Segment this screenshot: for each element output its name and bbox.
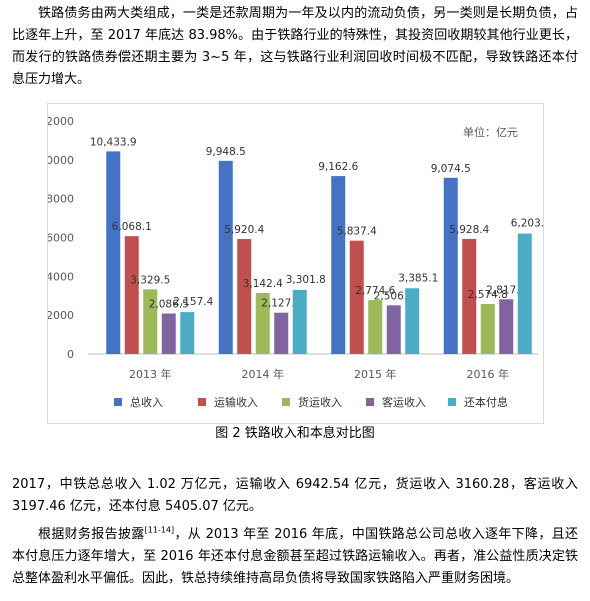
data-label: 3,301.8 (286, 274, 326, 286)
intro-paragraph: 铁路债务由两大类组成，一类是还款周期为一年及以内的流动负债，另一类则是长期负债，… (12, 6, 578, 87)
data-label: 3,329.5 (130, 274, 170, 286)
bar-4 (499, 299, 514, 354)
data-label: 2,086.5 (149, 298, 189, 310)
data-label: 2,506.3 (374, 290, 414, 302)
data-label: 2,574.8 (468, 289, 508, 301)
y-tick-label: 2000 (48, 309, 74, 322)
analysis-text-start: 根据财务报告披露 (38, 527, 145, 542)
bar-3 (255, 292, 270, 354)
data-label: 2,774.6 (355, 285, 395, 297)
bar-2 (349, 240, 364, 354)
data-label: 9,074.5 (431, 163, 471, 175)
bar-2 (124, 236, 139, 354)
y-tick-label: 4000 (48, 270, 74, 283)
y-tick-label: 6000 (48, 232, 74, 245)
data-label: 5,928.4 (449, 224, 489, 236)
bar-1 (443, 177, 458, 354)
bar-4 (274, 312, 289, 354)
data-label: 3,385.1 (398, 272, 438, 284)
data-label: 2,157.4 (173, 296, 213, 308)
legend-swatch (366, 398, 374, 406)
bar-4 (161, 313, 176, 354)
unit-label: 单位：亿元 (463, 125, 518, 139)
bar-3 (143, 289, 158, 354)
figure-caption: 图 2 铁路收入和本息对比图 (215, 426, 375, 441)
analysis-text-end: ，从 2013 年至 2016 年底，中国铁路总公司总收入逐年下降，且还本付息压… (12, 527, 578, 586)
data-label: 2,127.2 (261, 298, 301, 310)
bar-5 (292, 289, 307, 354)
bar-5 (405, 288, 420, 354)
legend-label: 客运收入 (382, 395, 426, 409)
bar-1 (331, 176, 346, 354)
data-label: 10,433.9 (90, 136, 137, 148)
data-label: 2,817.5 (486, 284, 526, 296)
y-tick-label: 8000 (48, 193, 74, 206)
legend-swatch (198, 398, 206, 406)
data-label: 6,203.4 (511, 218, 543, 230)
y-tick-label: 0 (67, 348, 74, 361)
legend-label: 还本付息 (464, 395, 508, 409)
revenue-debt-chart: 0 2000 4000 6000 8000 10000 12000 单位：亿元 10,433.9… (47, 103, 544, 424)
x-tick-label: 2015 年 (354, 367, 397, 381)
x-tick-label: 2013 年 (129, 367, 172, 381)
legend-swatch (448, 398, 456, 406)
bar-5 (180, 312, 195, 354)
data-label: 9,162.6 (318, 161, 358, 173)
data-label: 9,948.5 (206, 146, 246, 158)
bar-1 (218, 160, 233, 354)
data-label: 6,068.1 (112, 221, 152, 233)
bar-5 (517, 233, 532, 354)
x-tick-label: 2016 年 (467, 367, 510, 381)
bar-4 (386, 305, 401, 354)
summary-2017-paragraph: 2017，中铁总总收入 1.02 万亿元，运输收入 6942.54 亿元，货运收… (12, 477, 578, 514)
legend-label: 总收入 (130, 395, 163, 409)
chart-svg: 0 2000 4000 6000 8000 10000 12000 单位：亿元 10,433.9… (48, 115, 543, 409)
bar-3 (368, 300, 383, 354)
citation-ref: [11-14] (144, 525, 175, 535)
x-tick-label: 2014 年 (242, 367, 285, 381)
bar-3 (480, 304, 495, 354)
bar-2 (237, 239, 252, 354)
data-label: 3,142.4 (243, 278, 283, 290)
legend-swatch (114, 398, 122, 406)
legend-label: 货运收入 (298, 395, 342, 409)
analysis-paragraph: 根据财务报告披露[11-14]，从 2013 年至 2016 年底，中国铁路总公… (12, 524, 578, 590)
data-label: 5,837.4 (337, 226, 377, 238)
y-tick-label: 10000 (48, 154, 74, 167)
bar-1 (106, 151, 121, 354)
legend-swatch (282, 398, 290, 406)
bar-2 (462, 238, 477, 354)
legend-label: 运输收入 (214, 395, 258, 409)
y-tick-label: 12000 (48, 115, 74, 128)
data-label: 5,920.4 (224, 224, 264, 236)
